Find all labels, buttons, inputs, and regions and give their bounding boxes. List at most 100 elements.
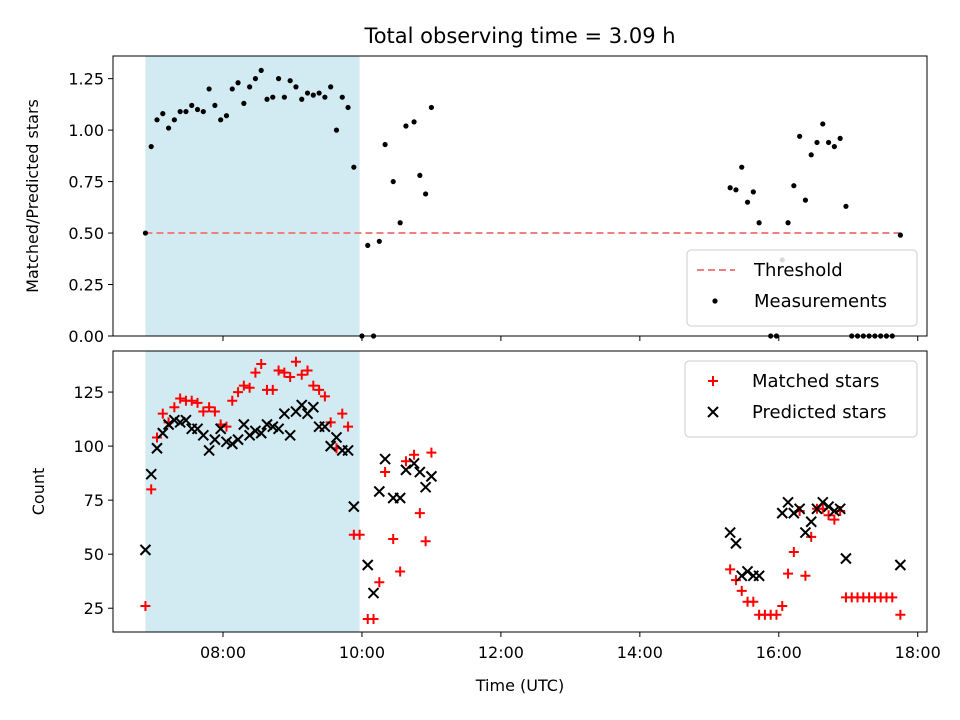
data-point	[151, 442, 163, 454]
data-point	[322, 94, 328, 100]
data-point	[177, 108, 183, 115]
axes-frame	[112, 55, 928, 337]
data-point	[183, 108, 189, 115]
data-point	[299, 96, 305, 102]
data-point	[325, 417, 336, 428]
data-point	[287, 78, 293, 84]
data-point	[264, 96, 270, 102]
y-tick-label: 0.50	[68, 224, 104, 243]
data-point	[840, 552, 852, 565]
data-point	[232, 433, 244, 446]
data-point	[725, 564, 736, 575]
data-point	[154, 117, 160, 123]
data-point	[403, 123, 409, 129]
data-point	[730, 575, 741, 586]
data-point	[831, 143, 837, 150]
data-point	[829, 514, 840, 525]
data-point	[175, 393, 186, 404]
data-point	[343, 421, 354, 432]
data-point	[296, 369, 307, 380]
data-point	[310, 92, 316, 98]
legend	[686, 249, 918, 327]
data-point	[345, 104, 351, 111]
data-point	[419, 481, 432, 493]
panel-2: 25 50 75 100 125 08:00 10:00 12:00 14:00 16:00 18:…	[29, 350, 941, 662]
data-point	[820, 121, 826, 127]
data-point	[782, 496, 794, 509]
y-axis-label: Count	[29, 468, 48, 516]
data-point	[400, 464, 412, 476]
data-point	[194, 106, 201, 113]
data-point	[793, 503, 806, 515]
data-point	[145, 468, 157, 480]
x-axis-label: Time (UTC)	[475, 676, 564, 695]
x-tick-label: 12:00	[478, 643, 524, 662]
data-point	[817, 496, 829, 509]
x-tick-label: 10:00	[339, 643, 385, 662]
data-point	[727, 185, 733, 191]
data-point	[791, 183, 797, 189]
data-point	[777, 601, 788, 612]
x-tick-label: 18:00	[895, 643, 941, 662]
data-point	[825, 139, 832, 146]
data-point	[227, 395, 238, 406]
data-point	[314, 384, 325, 395]
data-point	[837, 135, 843, 141]
data-point	[390, 178, 396, 185]
data-point	[285, 371, 296, 382]
series-1	[140, 356, 906, 625]
data-point	[324, 440, 337, 452]
shaded-region	[145, 56, 360, 336]
data-point	[380, 467, 391, 478]
legend-handle	[712, 298, 718, 304]
data-point	[428, 104, 435, 111]
y-axis-label: Matched/Predicted stars	[23, 99, 42, 293]
data-point	[744, 199, 751, 205]
data-point	[293, 84, 299, 90]
data-point	[365, 242, 371, 249]
data-point	[348, 500, 360, 513]
data-point	[362, 559, 374, 571]
data-point	[278, 407, 291, 420]
data-point	[169, 402, 180, 413]
data-point	[229, 86, 235, 92]
data-point	[203, 444, 215, 457]
data-point	[333, 127, 340, 133]
data-point	[414, 466, 426, 478]
data-point	[788, 507, 800, 519]
data-point	[198, 406, 209, 417]
legend-handle	[707, 406, 719, 418]
data-point	[808, 152, 814, 158]
data-point	[797, 133, 803, 139]
data-point	[397, 220, 403, 226]
data-point	[834, 503, 846, 515]
panel-1: 0.00 0.25 0.50 0.75 1.00 1.25 Matched/Predicte…	[23, 55, 928, 346]
data-point	[733, 187, 739, 193]
data-point	[316, 90, 322, 96]
data-point	[420, 536, 431, 547]
data-point	[739, 164, 745, 170]
data-point	[367, 587, 380, 599]
data-point	[218, 117, 224, 123]
data-point	[209, 433, 221, 446]
y-tick-label: 0.25	[68, 276, 104, 295]
data-point	[148, 143, 154, 150]
data-point	[337, 408, 348, 419]
data-point	[887, 592, 898, 603]
data-point	[408, 457, 420, 470]
data-point	[223, 113, 230, 119]
data-point	[200, 108, 206, 115]
data-point	[788, 547, 799, 558]
data-point	[753, 570, 765, 582]
y-tick-label: 25	[84, 599, 104, 618]
data-point	[255, 427, 267, 439]
data-point	[152, 432, 162, 443]
data-point	[258, 67, 264, 74]
shaded-region	[145, 351, 360, 632]
data-point	[823, 510, 834, 521]
data-point	[394, 492, 406, 504]
data-point	[897, 232, 903, 238]
data-point	[171, 117, 177, 123]
data-point	[192, 397, 203, 408]
data-point	[379, 453, 391, 465]
